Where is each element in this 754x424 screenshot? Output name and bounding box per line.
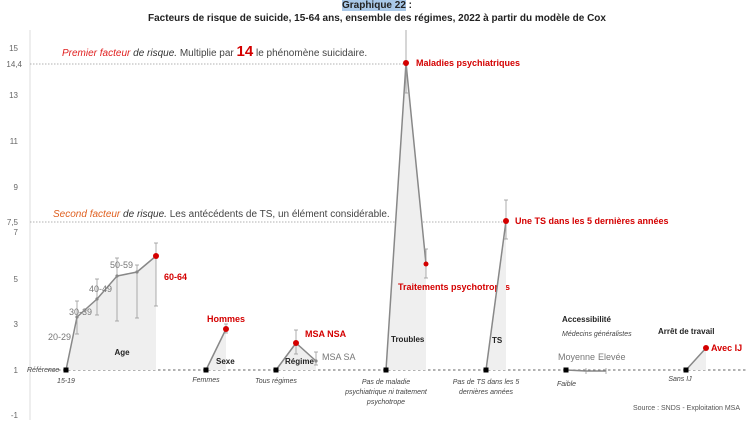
- data-point: [135, 270, 139, 274]
- point-label-highlight: Hommes: [207, 314, 245, 324]
- group-label: Age: [114, 348, 130, 357]
- data-point-highlight: [423, 261, 429, 267]
- data-point-highlight: [403, 60, 409, 66]
- point-label-highlight: Traitements psychotropes: [398, 282, 510, 292]
- y-tick: 5: [14, 275, 19, 284]
- reference-category: Sans IJ: [668, 376, 692, 383]
- group-label: Arrêt de travail: [658, 327, 714, 336]
- y-tick: 1: [14, 366, 19, 375]
- point-label-highlight: Maladies psychiatriques: [416, 58, 520, 68]
- reference-marker: [383, 367, 389, 373]
- group-label: Régime: [285, 357, 314, 366]
- point-label: 50-59: [110, 260, 133, 270]
- y-tick: 9: [14, 183, 19, 192]
- group-label: Accessibilité: [562, 315, 611, 324]
- data-point-highlight: [293, 340, 299, 346]
- data-point-highlight: [503, 218, 509, 224]
- reference-marker: [483, 367, 489, 373]
- reference-category: psychotrope: [366, 399, 405, 406]
- y-tick: -1: [11, 411, 19, 420]
- reference-category: Tous régimes: [255, 378, 297, 385]
- reference-category: Faible: [557, 381, 576, 388]
- reference-marker: [683, 367, 689, 373]
- reference-category: dernières années: [459, 389, 514, 396]
- data-point: [115, 274, 119, 278]
- point-label-highlight: Une TS dans les 5 dernières années: [515, 216, 669, 226]
- annotation-first-factor: Premier facteur de risque. Multiplie par…: [62, 43, 367, 60]
- group-age: 20-29 30-39 40-49 50-59 60-64 Age 15-19: [48, 242, 187, 385]
- data-point: [75, 315, 79, 319]
- group-ts: Une TS dans les 5 dernières années TS Pa…: [453, 199, 669, 396]
- point-label: 20-29: [48, 332, 71, 342]
- y-tick: 15: [9, 44, 18, 53]
- group-troubles: Maladies psychiatriques Traitements psyc…: [344, 30, 520, 406]
- point-label-highlight: MSA NSA: [305, 329, 347, 339]
- reference-label: Référence: [27, 367, 59, 374]
- point-label: MSA SA: [322, 352, 356, 362]
- group-accessibilite: Accessibilité Médecins généralistes Moye…: [557, 315, 632, 388]
- y-tick: 3: [14, 320, 19, 329]
- data-point-highlight: [223, 326, 229, 332]
- y-tick: 13: [9, 91, 18, 100]
- data-point: [314, 359, 318, 363]
- point-label: Moyenne: [558, 352, 595, 362]
- group-sexe: Hommes Sexe Femmes: [192, 314, 245, 384]
- y-tick: 14,4: [6, 60, 22, 69]
- reference-category: 15-19: [57, 378, 75, 385]
- group-regime: MSA NSA MSA SA Régime Tous régimes: [255, 329, 355, 385]
- point-label-highlight: Avec IJ: [711, 343, 742, 353]
- point-label: Elevée: [598, 352, 626, 362]
- y-tick: 7,5: [7, 218, 19, 227]
- group-label: Sexe: [216, 357, 235, 366]
- point-label: 30-39: [69, 307, 92, 317]
- reference-marker: [203, 367, 209, 373]
- figure-number: Graphique 22: [341, 0, 406, 11]
- y-tick: 11: [10, 137, 19, 146]
- group-label: TS: [492, 336, 503, 345]
- annotation-second-factor: Second facteur de risque. Les antécédent…: [53, 209, 390, 220]
- data-point-highlight: [703, 345, 709, 351]
- reference-marker: [273, 367, 279, 373]
- point-label-highlight: 60-64: [164, 272, 187, 282]
- reference-marker: [63, 367, 69, 373]
- group-sublabel: Médecins généralistes: [562, 331, 632, 338]
- group-label: Troubles: [391, 335, 425, 344]
- figure-number-suffix: :: [405, 0, 412, 11]
- reference-category: Pas de TS dans les 5: [453, 379, 520, 386]
- reference-category: Femmes: [192, 377, 220, 384]
- group-arret-travail: Arrêt de travail Avec IJ Sans IJ: [658, 327, 742, 383]
- y-axis-ticks: 15 14,4 13 11 9 7,5 7 5 3 1 -1: [6, 44, 22, 420]
- reference-marker: [563, 367, 569, 373]
- point-label: 40-49: [89, 284, 112, 294]
- data-point: [95, 297, 99, 301]
- chart-header: Graphique 22 : Facteurs de risque de sui…: [0, 0, 754, 25]
- data-point-highlight: [153, 253, 159, 259]
- y-tick: 7: [14, 228, 19, 237]
- reference-category: Pas de maladie: [362, 379, 410, 386]
- chart-title: Facteurs de risque de suicide, 15-64 ans…: [148, 13, 606, 24]
- source-note: Source : SNDS - Exploitation MSA: [633, 405, 740, 412]
- reference-category: psychiatrique ni traitement: [344, 389, 428, 396]
